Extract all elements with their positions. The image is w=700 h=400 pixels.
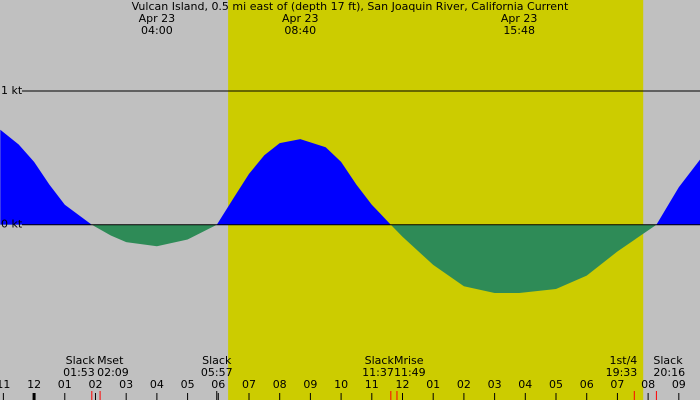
x-tick-label: 06 xyxy=(211,378,225,391)
x-tick-label: 11 xyxy=(365,378,379,391)
date-label: Apr 23 xyxy=(501,12,538,25)
time-label: 08:40 xyxy=(284,24,316,37)
x-tick-label: 05 xyxy=(181,378,195,391)
event-time: 05:57 xyxy=(201,366,233,379)
x-tick-label: 08 xyxy=(273,378,287,391)
x-tick-label: 04 xyxy=(518,378,532,391)
ebb-area xyxy=(91,224,657,293)
x-tick-label: 02 xyxy=(88,378,102,391)
event-name: Slack xyxy=(653,354,683,367)
date-label: Apr 23 xyxy=(139,12,176,25)
x-tick-label: 07 xyxy=(610,378,624,391)
x-tick-label: 08 xyxy=(641,378,655,391)
x-tick-label: 05 xyxy=(549,378,563,391)
x-tick-label: 10 xyxy=(334,378,348,391)
x-tick-label: 06 xyxy=(580,378,594,391)
date-label: Apr 23 xyxy=(282,12,319,25)
x-tick-label: 09 xyxy=(672,378,686,391)
x-tick-label: 03 xyxy=(488,378,502,391)
event-name: 1st/4 xyxy=(610,354,638,367)
event-name: Slack xyxy=(202,354,232,367)
x-tick-label: 07 xyxy=(242,378,256,391)
x-tick-label: 03 xyxy=(119,378,133,391)
event-name: Slack xyxy=(66,354,96,367)
flood-area xyxy=(0,129,700,225)
event-time: 19:33 xyxy=(606,366,638,379)
event-time: 11:37 xyxy=(362,366,394,379)
x-tick-label: 01 xyxy=(426,378,440,391)
event-time: 01:53 xyxy=(63,366,95,379)
time-label: 15:48 xyxy=(503,24,535,37)
time-label: 04:00 xyxy=(141,24,173,37)
event-time: 02:09 xyxy=(97,366,129,379)
x-tick-label: 12 xyxy=(27,378,41,391)
event-name: Slack xyxy=(365,354,395,367)
x-tick-label: 09 xyxy=(303,378,317,391)
x-tick-label: 02 xyxy=(457,378,471,391)
chart-title: Vulcan Island, 0.5 mi east of (depth 17 … xyxy=(132,0,569,13)
x-tick-label: 11 xyxy=(0,378,10,391)
x-tick-label: 04 xyxy=(150,378,164,391)
x-tick-label: 12 xyxy=(396,378,410,391)
event-time: 20:16 xyxy=(653,366,685,379)
y-tick-label: 0 kt xyxy=(1,218,23,231)
event-name: Mrise xyxy=(394,354,424,367)
y-tick-label: 1 kt xyxy=(1,84,23,97)
event-time: 11:49 xyxy=(394,366,426,379)
event-name: Mset xyxy=(97,354,124,367)
x-tick-label: 01 xyxy=(58,378,72,391)
